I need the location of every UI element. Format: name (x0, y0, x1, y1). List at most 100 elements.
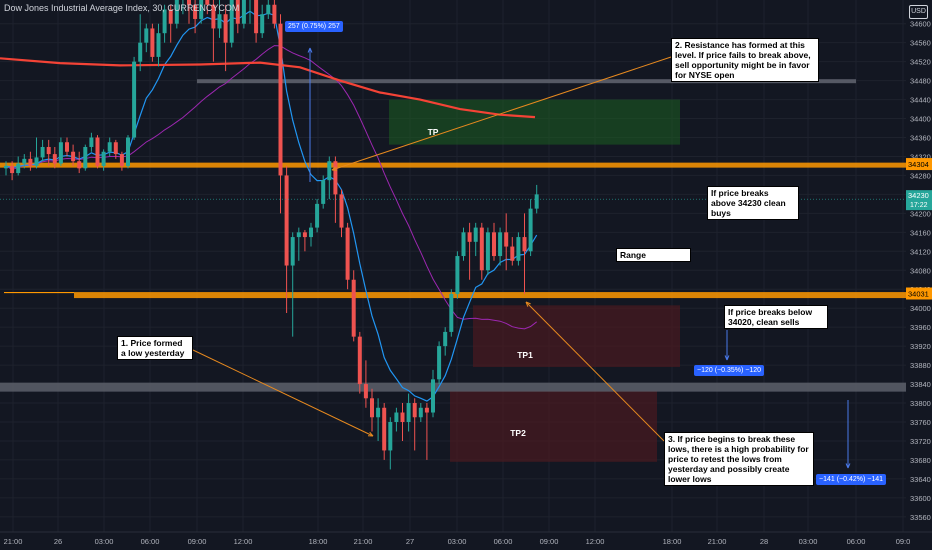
candle-body (205, 0, 210, 5)
currency-badge[interactable]: USD (909, 5, 928, 19)
candle-body (461, 232, 466, 257)
annotation-note-1[interactable]: 1. Price formed a low yesterday (117, 336, 193, 360)
price-tick-label: 34560 (910, 39, 931, 48)
candle-body (315, 203, 320, 228)
price-tick-label: 34600 (910, 20, 931, 29)
candle-body (89, 137, 94, 147)
arrow-note-2 (331, 56, 672, 171)
candle-body (296, 232, 301, 238)
price-tick-label: 34360 (910, 134, 931, 143)
arrow-measure-up-head (307, 47, 313, 53)
candle-body (10, 165, 15, 174)
time-tick-label: 18:00 (309, 537, 328, 546)
candle-body (309, 227, 313, 238)
candle-body (418, 407, 423, 418)
candle-body (83, 146, 88, 169)
candle-body (113, 142, 118, 155)
candle-body (321, 180, 326, 204)
measure-label-up[interactable]: 257 (0.75%) 257 (285, 21, 343, 32)
candle-body (510, 246, 515, 261)
time-tick-label: 21:00 (354, 537, 373, 546)
annotation-range[interactable]: Range (616, 248, 691, 262)
time-tick-label: 09:00 (540, 537, 559, 546)
candle-body (327, 161, 332, 181)
fast-moving-average-line (5, 10, 538, 402)
candle-body (4, 165, 8, 169)
time-tick-label: 12:00 (586, 537, 605, 546)
candle-body (266, 4, 271, 15)
candle-body (302, 232, 307, 238)
candle-body (522, 237, 527, 252)
resistance-band-upper (197, 79, 856, 84)
price-tick-label: 33760 (910, 418, 931, 427)
price-tick-label: 33800 (910, 399, 931, 408)
candle-body (388, 421, 393, 451)
support-line (74, 292, 906, 299)
candle-body (254, 0, 259, 34)
candle-body (400, 412, 405, 422)
arrow-note-1 (192, 349, 374, 437)
price-tick-label: 33960 (910, 323, 931, 332)
arrow-note-1-head (367, 431, 374, 437)
candle-body (363, 384, 368, 399)
time-axis[interactable]: 21:00 26 03:00 06:00 09:00 12:00 18:00 21:00 27 0… (0, 531, 932, 550)
measure-label-down-1[interactable]: −120 (−0.35%) −120 (694, 365, 765, 376)
time-tick-label: 21:00 (708, 537, 727, 546)
measure-label-down-2[interactable]: −141 (−0.42%) −141 (816, 474, 887, 485)
price-tag-resistance-bg (906, 158, 932, 171)
candle-body (455, 256, 460, 294)
level-lines (0, 79, 906, 392)
candle-body (150, 28, 155, 57)
time-tick-label: 18:00 (663, 537, 682, 546)
price-tick-label: 34400 (910, 115, 931, 124)
annotation-note-2[interactable]: 2. Resistance has formed at this level. … (671, 38, 819, 82)
time-tick-label: 03:00 (95, 537, 114, 546)
candle-body (473, 227, 478, 242)
candle-body (290, 237, 295, 266)
candle-body (101, 151, 106, 166)
candle-body (424, 407, 429, 413)
price-tick-label: 34120 (910, 247, 931, 256)
candle-body (132, 61, 137, 138)
tp1-zone (473, 305, 680, 367)
price-axis-bg (906, 0, 932, 550)
price-tick-label: 33720 (910, 437, 931, 446)
candle-body (229, 0, 234, 43)
candle-body (339, 194, 344, 228)
candles (4, 0, 539, 470)
annotation-arrows (192, 47, 851, 469)
candle-body (223, 14, 228, 43)
price-tick-label: 34160 (910, 228, 931, 237)
candle-body (260, 14, 265, 34)
annotation-break-above[interactable]: If price breaks above 34230 clean buys (707, 186, 799, 220)
tp1-label: TP1 (517, 350, 533, 360)
candle-body (272, 4, 277, 24)
candle-body (376, 407, 381, 418)
candle-body (351, 279, 356, 337)
candle-body (479, 227, 484, 271)
candle-body (241, 0, 246, 24)
time-tick-label: 06:00 (494, 537, 513, 546)
price-tag-current: 34230 (908, 191, 929, 200)
arrow-measure-down-2-head (845, 463, 851, 469)
candle-body (333, 161, 338, 195)
annotation-break-below[interactable]: If price breaks below 34020, clean sells (724, 305, 828, 329)
candle-body (370, 398, 374, 418)
tp-label: TP (427, 127, 439, 137)
price-tag-current-bg (906, 190, 932, 211)
time-tick-label: 09:00 (188, 537, 207, 546)
candle-body (22, 158, 27, 164)
arrow-note-3 (525, 301, 665, 442)
annotation-note-3[interactable]: 3. If price begins to break these lows, … (664, 432, 814, 486)
candle-body (211, 4, 216, 29)
arrow-note-3-head (525, 301, 531, 307)
candle-body (394, 412, 399, 422)
time-tick-label: 26 (54, 537, 62, 546)
candle-body (406, 403, 411, 422)
candle-body (119, 154, 124, 166)
price-tick-label: 33640 (910, 475, 931, 484)
price-tick-label: 33680 (910, 456, 931, 465)
candle-body (193, 4, 198, 19)
candle-body (174, 0, 179, 24)
